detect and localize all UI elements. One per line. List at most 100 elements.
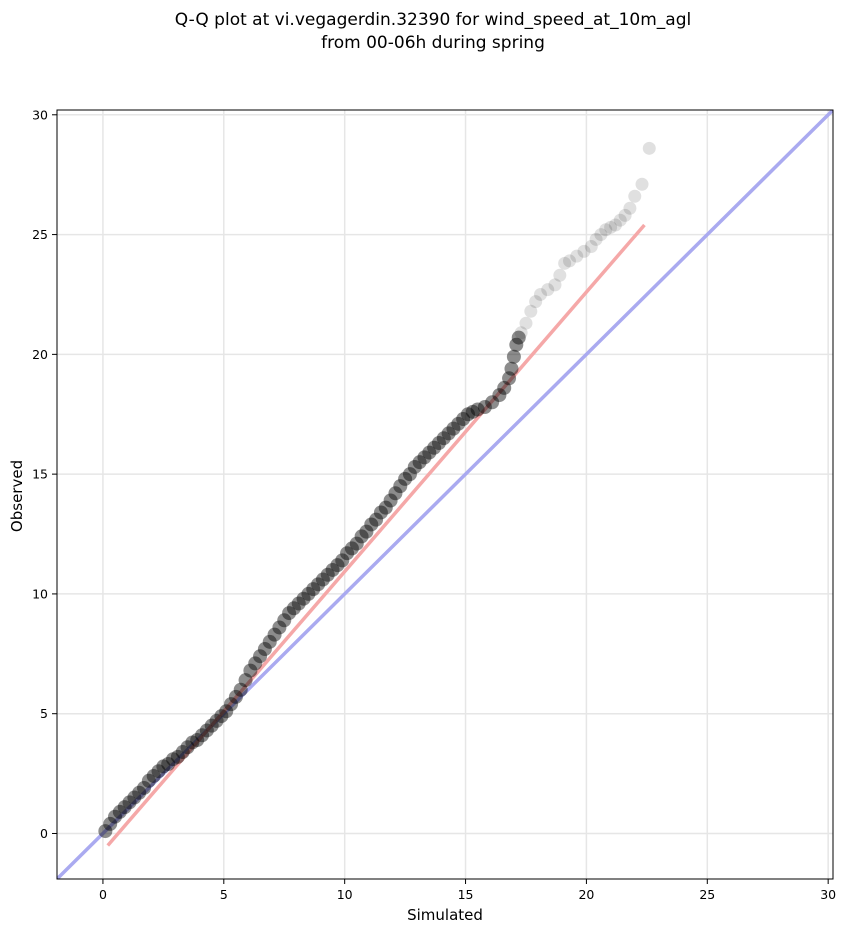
y-tick-label: 25 [32,227,48,242]
qq-point [529,295,543,309]
qq-point [248,656,263,671]
qq-point [511,330,526,345]
qq-point [296,591,311,606]
x-axis-label: Simulated [407,906,483,924]
qq-points [98,141,656,839]
qq-point [112,804,127,819]
qq-point [161,757,176,772]
qq-point [393,479,408,494]
qq-point [460,407,475,422]
qq-point [151,764,166,779]
qq-point [204,718,219,733]
qq-point [344,541,359,556]
qq-point [589,232,603,246]
qq-point [465,404,480,419]
x-tick-label: 20 [578,887,594,902]
x-tick-label: 25 [699,887,715,902]
qq-point [180,740,195,755]
qq-point [291,596,306,611]
qq-point [548,278,562,292]
qq-point [577,244,591,258]
qq-point [506,349,521,364]
x-tick-label: 30 [820,887,836,902]
qq-point [594,228,608,242]
qq-point [209,713,224,728]
qq-point [214,709,229,724]
qq-point [286,601,301,616]
qq-point [238,673,253,688]
qq-point [456,412,471,427]
qq-point [315,572,330,587]
y-tick-label: 5 [40,706,48,721]
qq-point [427,440,442,455]
qq-point [492,388,507,403]
x-tick-label: 5 [220,887,228,902]
y-tick-label: 20 [32,347,48,362]
qq-point [364,517,379,532]
qq-point [272,620,287,635]
qq-point [243,663,258,678]
y-axis-ticks: 0 5 10 15 20 25 30 [32,107,57,841]
qq-point [402,467,417,482]
qq-point [562,254,576,268]
qq-point [349,536,364,551]
qq-point [604,220,618,234]
qq-point [257,642,272,657]
qq-point [103,816,118,831]
qq-point [417,450,432,465]
qq-point [599,223,613,237]
qq-point [325,562,340,577]
qq-point [156,759,171,774]
qq-point [623,201,637,215]
qq-point [359,524,374,539]
grid-lines [57,110,833,879]
y-tick-label: 0 [40,826,48,841]
qq-point [185,735,200,750]
qq-point [378,500,393,515]
identity-line [57,110,833,879]
qq-point [477,400,492,415]
qq-point [504,361,519,376]
fit-line [106,223,646,847]
qq-point [108,809,123,824]
x-axis-ticks: 0 5 10 15 20 25 30 [99,879,836,902]
qq-point [166,752,181,767]
qq-point [541,283,555,297]
qq-point [388,486,403,501]
qq-point [117,800,132,815]
qq-point [441,426,456,441]
qq-point [137,780,152,795]
qq-point [199,723,214,738]
qq-point [132,785,147,800]
qq-point [311,577,326,592]
qq-point [446,421,461,436]
qq-point [267,627,282,642]
qq-point [407,459,422,474]
qq-point [330,558,345,573]
qq-point [436,431,451,446]
reference-lines [57,110,833,879]
qq-point [141,773,156,788]
qq-point [553,268,567,282]
x-tick-label: 15 [458,887,474,902]
qq-point [228,689,243,704]
qq-point [558,256,572,270]
qq-point [373,505,388,520]
qq-point [354,529,369,544]
qq-point [253,649,268,664]
qq-point [509,337,524,352]
qq-point [224,697,239,712]
qq-point [190,733,205,748]
chart-title-line-2: from 00-06h during spring [321,33,545,53]
qq-point [584,240,598,254]
qq-point [470,402,485,417]
qq-point [98,824,113,839]
qq-point [570,249,584,263]
qq-point [175,745,190,760]
chart-title-line-1: Q-Q plot at vi.vegagerdin.32390 for wind… [175,10,691,30]
qq-point [613,213,627,227]
qq-point [398,471,413,486]
qq-point [219,704,234,719]
